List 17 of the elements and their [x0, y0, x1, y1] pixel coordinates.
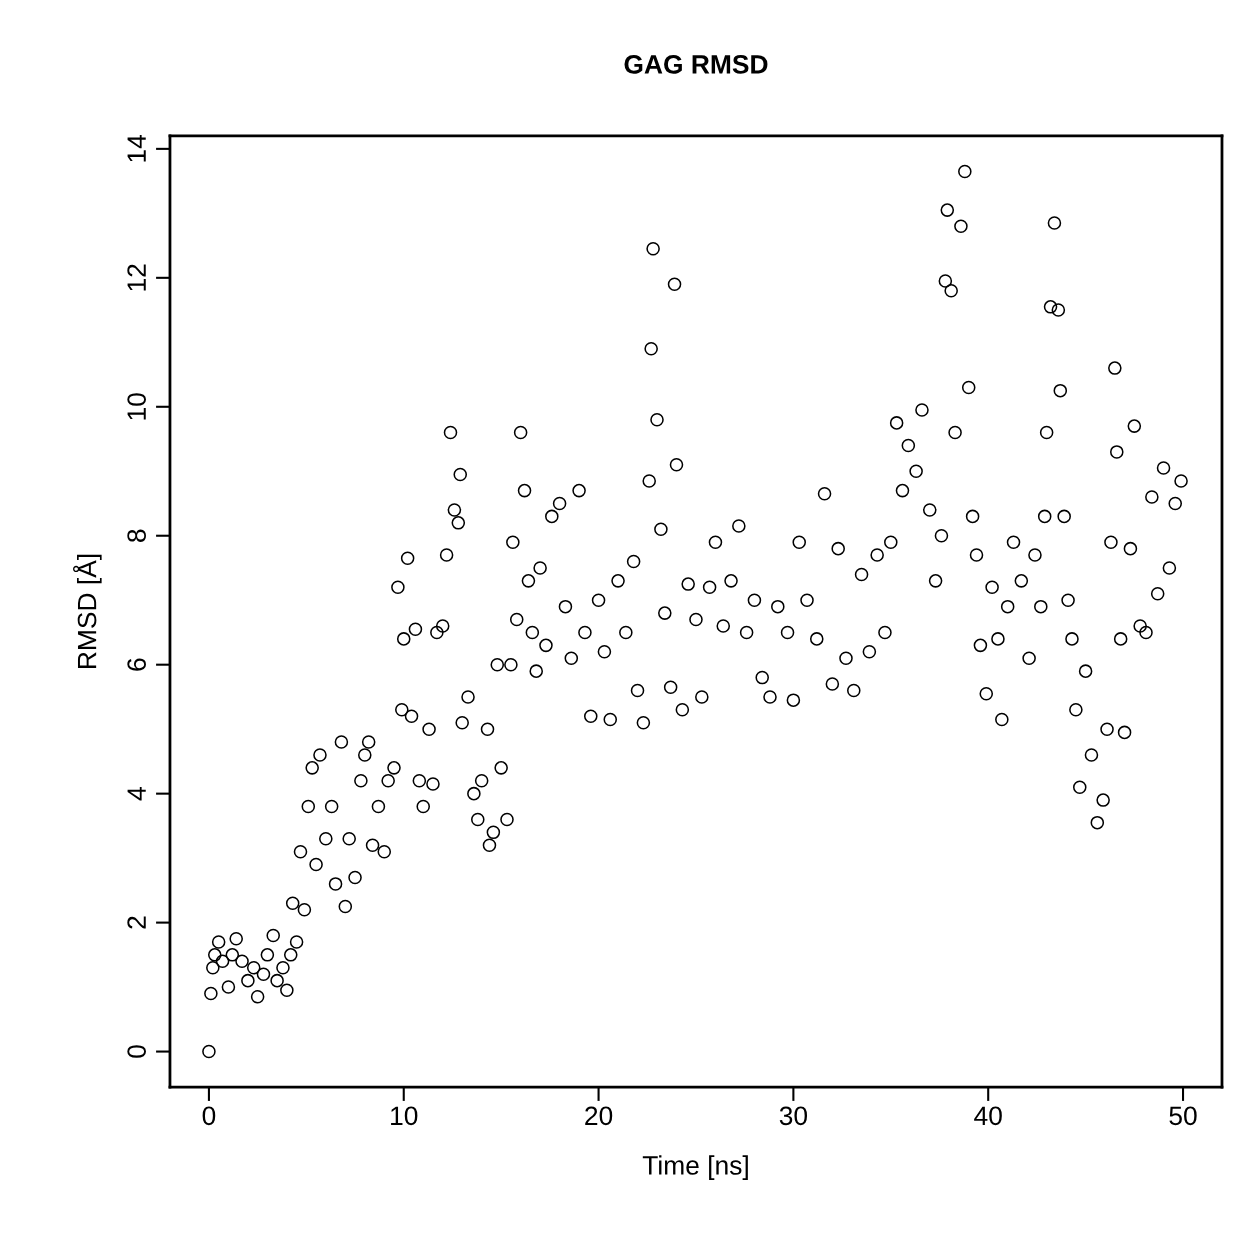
x-tick-label: 50: [1169, 1106, 1197, 1126]
x-axis-title: Time [ns]: [642, 1155, 748, 1180]
x-tick-label: 0: [202, 1106, 216, 1126]
x-tick-label: 30: [779, 1106, 808, 1126]
y-tick-label: 10: [127, 393, 146, 420]
x-tick-label: 20: [585, 1106, 613, 1126]
y-tick-label: 0: [127, 1045, 146, 1058]
y-tick-label: 12: [127, 264, 146, 291]
chart-title: GAG RMSD: [624, 55, 768, 74]
y-tick-label: 6: [127, 658, 146, 671]
y-axis-title: RMSD [Å]: [73, 554, 102, 668]
y-tick-label: 2: [127, 916, 146, 929]
x-tick-label: 10: [391, 1106, 418, 1126]
y-tick-label: 8: [127, 529, 146, 542]
x-tick-label: 40: [974, 1106, 1002, 1126]
y-tick-label: 14: [127, 134, 146, 162]
y-tick-label: 4: [127, 787, 146, 801]
